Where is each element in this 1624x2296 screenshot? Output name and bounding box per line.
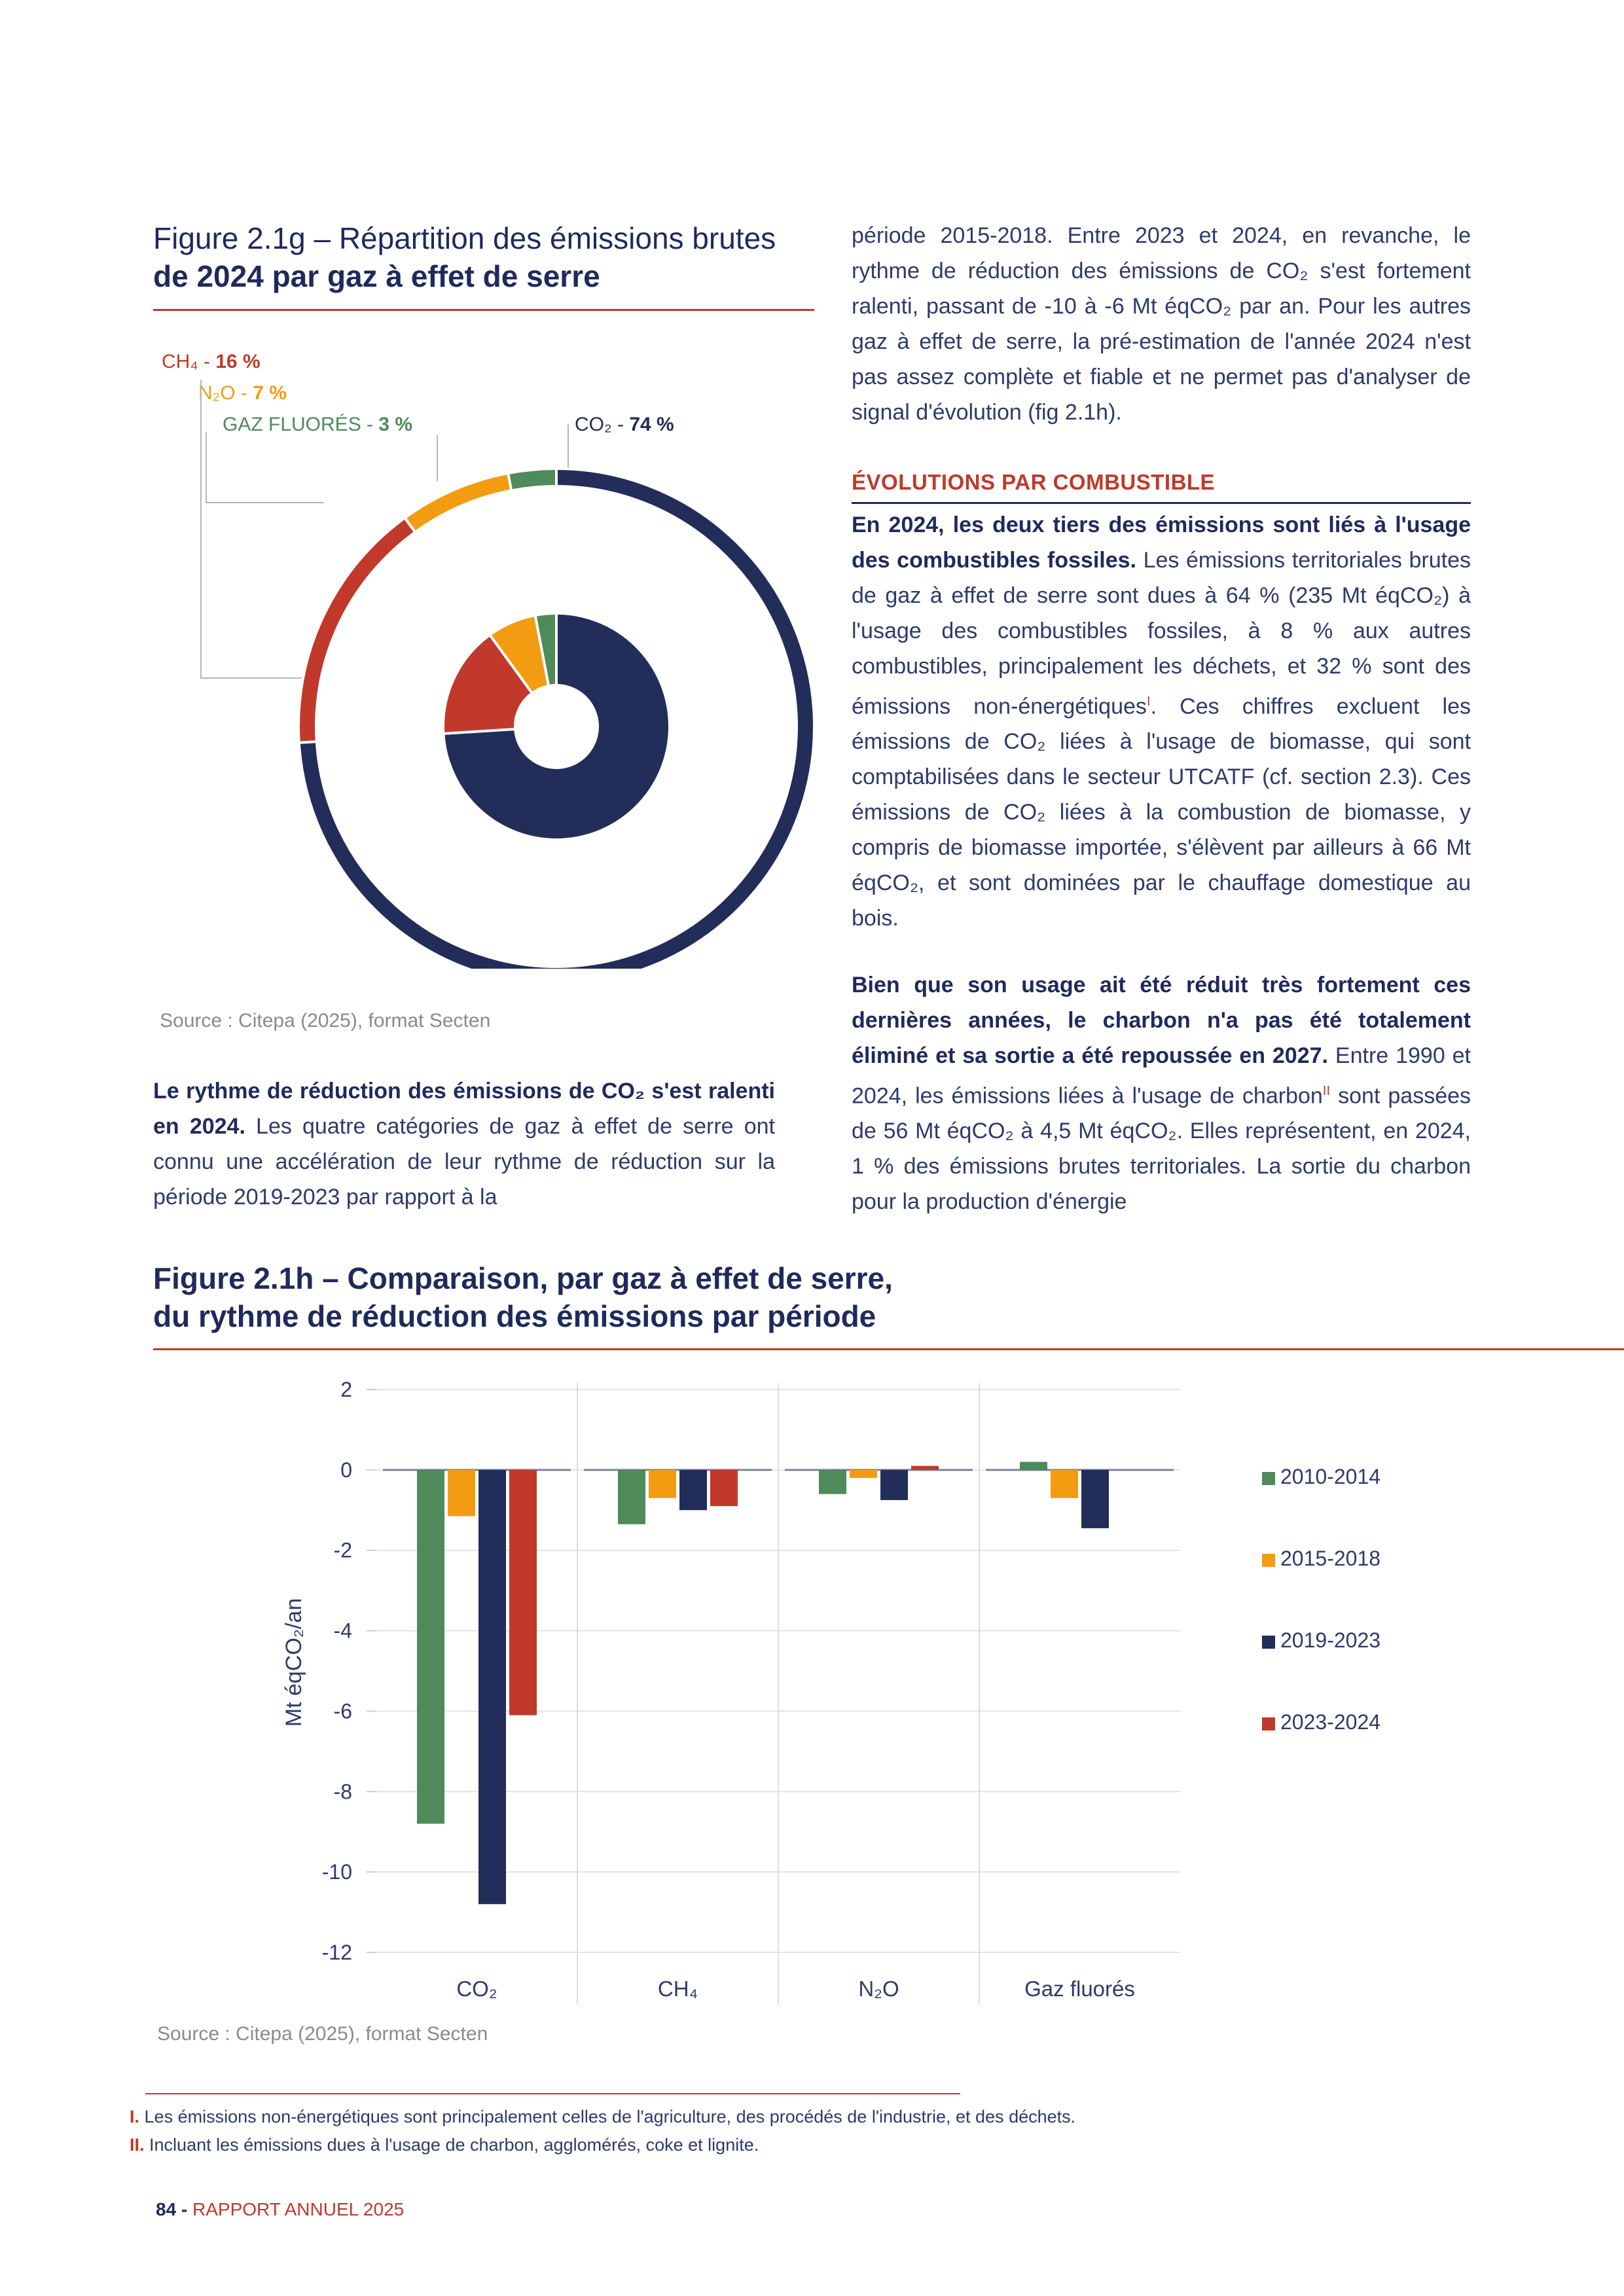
bar-y-ticks: 2 0 -2 -4 -6 -8 -10 -12 — [322, 1378, 352, 1964]
bar-2023-2024-1 — [710, 1469, 738, 1507]
figure-2-1h-title-line2: du rythme de réduction des émissions par… — [153, 1299, 876, 1333]
donut-label-n2o: N₂O - 7 % — [198, 382, 287, 404]
bar-2015-2018-1 — [649, 1469, 676, 1498]
y-tick-label: 2 — [340, 1378, 352, 1401]
left-text-bold: Le rythme de réduction des émissions de … — [153, 1079, 775, 1139]
legend-item-2023-2024: 2023-2024 — [1262, 1710, 1380, 1734]
donut-outer-slice-n2o — [403, 471, 513, 534]
page-number: 84 - — [156, 2199, 188, 2219]
legend-item-2015-2018: 2015-2018 — [1262, 1547, 1380, 1571]
bar-chart: 2 0 -2 -4 -6 -8 -10 -12 CO₂ CH₄ N₂O Gaz fluorés Mt… — [281, 1378, 1180, 2005]
y-tick-label: -12 — [322, 1941, 352, 1964]
donut-inner-ring — [442, 611, 671, 841]
bar-y-axis-label: Mt éqCO₂/an — [281, 1598, 306, 1727]
leader-n2o — [206, 432, 323, 503]
legend-item-2019-2023: 2019-2023 — [1262, 1628, 1380, 1653]
bar-2023-2024-2 — [911, 1465, 939, 1470]
legend-label: 2023-2024 — [1280, 1710, 1381, 1734]
figure-2-1h-title-line1: Figure 2.1h – Comparaison, par gaz à eff… — [153, 1261, 893, 1295]
figure-2-1g-rule — [153, 309, 814, 311]
legend-label: 2015-2018 — [1280, 1547, 1381, 1570]
bar-2015-2018-2 — [850, 1469, 877, 1479]
bar-2015-2018-0 — [448, 1469, 475, 1516]
figure-2-1g-title: Figure 2.1g – Répartition des émissions … — [153, 219, 821, 295]
figure-2-1g-source: Source : Citepa (2025), format Secten — [160, 1010, 491, 1031]
donut-outer-ring — [297, 467, 816, 969]
y-tick-label: -6 — [334, 1699, 352, 1723]
bar-2019-2023-3 — [1081, 1469, 1109, 1528]
legend-label: 2019-2023 — [1280, 1628, 1381, 1652]
section-title-rule — [852, 502, 1471, 504]
donut-label-co2: CO₂ - 74 % — [575, 414, 674, 435]
footnote-2: II. Incluant les émissions dues à l'usag… — [130, 2135, 759, 2155]
legend-swatch — [1262, 1553, 1275, 1567]
figure-2-1g-title-line2: de 2024 par gaz à effet de serre — [153, 259, 600, 293]
bar-2015-2018-3 — [1051, 1469, 1078, 1498]
bar-2019-2023-2 — [880, 1469, 908, 1500]
legend-label: 2010-2014 — [1280, 1465, 1381, 1488]
bar-2010-2014-2 — [819, 1469, 846, 1494]
right-para-3: Bien que son usage ait été réduit très f… — [852, 973, 1471, 1215]
y-tick-label: 0 — [340, 1458, 352, 1482]
bar-gridlines — [367, 1383, 1180, 2005]
y-tick-label: -2 — [334, 1539, 352, 1562]
donut-chart — [200, 380, 816, 969]
right-column-text-2: En 2024, les deux tiers des émissions so… — [852, 507, 1471, 936]
figure-2-1h-title: Figure 2.1h – Comparaison, par gaz à eff… — [153, 1259, 1070, 1335]
bar-2010-2014-1 — [618, 1469, 645, 1524]
donut-outer-slice-ch4 — [297, 516, 418, 744]
bar-marks — [417, 1462, 1109, 1905]
figure-2-1h-rule — [153, 1348, 1624, 1350]
bar-2010-2014-0 — [417, 1469, 444, 1824]
donut-inner-slice-gaz-fluores — [533, 611, 558, 688]
donut-outer-slice-gaz-fluores — [506, 467, 558, 492]
legend-swatch — [1262, 1471, 1275, 1485]
right-column-text: période 2015-2018. Entre 2023 et 2024, e… — [852, 218, 1471, 430]
right-para-1: période 2015-2018. Entre 2023 et 2024, e… — [852, 223, 1471, 425]
right-para-2: En 2024, les deux tiers des émissions so… — [852, 512, 1471, 931]
figure-2-1h-source: Source : Citepa (2025), format Secten — [157, 2023, 488, 2045]
left-text-rest: Les quatre catégories de gaz à effet de … — [153, 1114, 775, 1210]
y-tick-label: -10 — [322, 1860, 352, 1884]
left-column-text: Le rythme de réduction des émissions de … — [153, 1073, 775, 1215]
footnote-1: I. Les émissions non-énergétiques sont p… — [130, 2107, 1076, 2126]
footnote-rule — [145, 2093, 960, 2094]
footnote-ref-1[interactable]: I — [1146, 694, 1151, 709]
bar-2019-2023-0 — [478, 1469, 506, 1905]
x-tick-label: CH₄ — [658, 1977, 698, 2001]
legend-swatch — [1262, 1635, 1275, 1649]
x-tick-label: N₂O — [858, 1977, 899, 2001]
page-footer: 84 - RAPPORT ANNUEL 2025 — [156, 2199, 404, 2220]
x-tick-label: CO₂ — [456, 1977, 497, 2001]
legend-item-2010-2014: 2010-2014 — [1262, 1465, 1380, 1489]
donut-inner-slice-co2 — [442, 611, 671, 841]
bar-2010-2014-3 — [1020, 1462, 1047, 1470]
section-title-combustible: ÉVOLUTIONS PAR COMBUSTIBLE — [852, 470, 1216, 494]
legend-swatch — [1262, 1717, 1275, 1731]
bar-x-ticks: CO₂ CH₄ N₂O Gaz fluorés — [456, 1977, 1135, 2001]
figure-2-1g-title-line1: Figure 2.1g – Répartition des émissions … — [153, 221, 776, 255]
bar-2019-2023-1 — [679, 1469, 707, 1511]
donut-label-gaz-fluores: GAZ FLUORÉS - 3 % — [223, 414, 413, 435]
y-tick-label: -4 — [334, 1619, 352, 1643]
x-tick-label: Gaz fluorés — [1024, 1977, 1135, 2001]
report-title: RAPPORT ANNUEL 2025 — [192, 2199, 405, 2219]
donut-label-ch4: CH₄ - 16 % — [162, 351, 261, 372]
right-column-text-3: Bien que son usage ait été réduit très f… — [852, 967, 1471, 1219]
bar-2023-2024-0 — [509, 1469, 537, 1715]
leader-ch4 — [200, 380, 317, 679]
donut-inner-slice-ch4 — [442, 633, 534, 735]
y-tick-label: -8 — [334, 1780, 352, 1803]
footnote-ref-2[interactable]: II — [1322, 1084, 1331, 1098]
